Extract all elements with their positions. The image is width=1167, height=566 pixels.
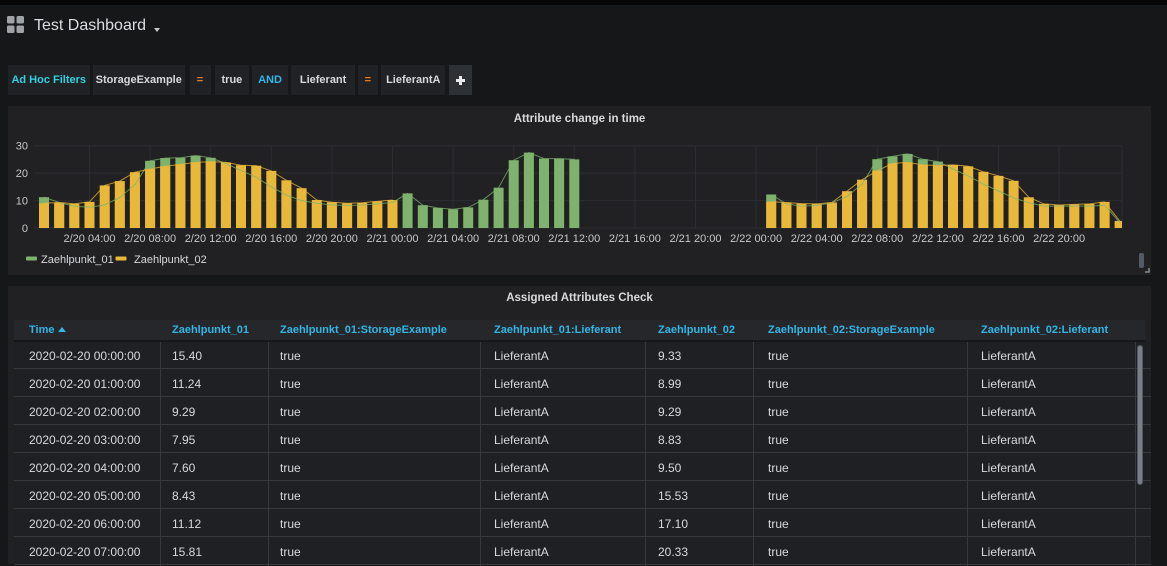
svg-text:2/22 08:00: 2/22 08:00 bbox=[851, 233, 903, 245]
svg-text:2/20 08:00: 2/20 08:00 bbox=[124, 233, 176, 245]
svg-text:2/20 12:00: 2/20 12:00 bbox=[185, 233, 237, 245]
svg-text:2/21 08:00: 2/21 08:00 bbox=[488, 233, 540, 245]
svg-text:2/20 20:00: 2/20 20:00 bbox=[306, 233, 358, 245]
svg-text:2/21 04:00: 2/21 04:00 bbox=[427, 233, 479, 245]
svg-text:2/22 04:00: 2/22 04:00 bbox=[791, 233, 843, 245]
svg-text:0: 0 bbox=[22, 223, 28, 235]
svg-text:20: 20 bbox=[16, 168, 28, 180]
svg-text:2/22 16:00: 2/22 16:00 bbox=[973, 233, 1025, 245]
svg-text:10: 10 bbox=[16, 195, 28, 207]
svg-text:2/21 00:00: 2/21 00:00 bbox=[367, 233, 419, 245]
svg-text:2/21 20:00: 2/21 20:00 bbox=[670, 233, 722, 245]
svg-text:Zaehlpunkt_02: Zaehlpunkt_02 bbox=[134, 254, 207, 266]
svg-text:2/22 12:00: 2/22 12:00 bbox=[912, 233, 964, 245]
svg-text:Zaehlpunkt_01: Zaehlpunkt_01 bbox=[41, 254, 114, 266]
svg-text:2/20 04:00: 2/20 04:00 bbox=[64, 233, 116, 245]
svg-text:2/21 12:00: 2/21 12:00 bbox=[548, 233, 600, 245]
svg-text:30: 30 bbox=[16, 140, 28, 152]
svg-text:2/21 16:00: 2/21 16:00 bbox=[609, 233, 661, 245]
svg-text:2/20 16:00: 2/20 16:00 bbox=[245, 233, 297, 245]
svg-text:2/22 00:00: 2/22 00:00 bbox=[730, 233, 782, 245]
svg-text:2/22 20:00: 2/22 20:00 bbox=[1033, 233, 1085, 245]
